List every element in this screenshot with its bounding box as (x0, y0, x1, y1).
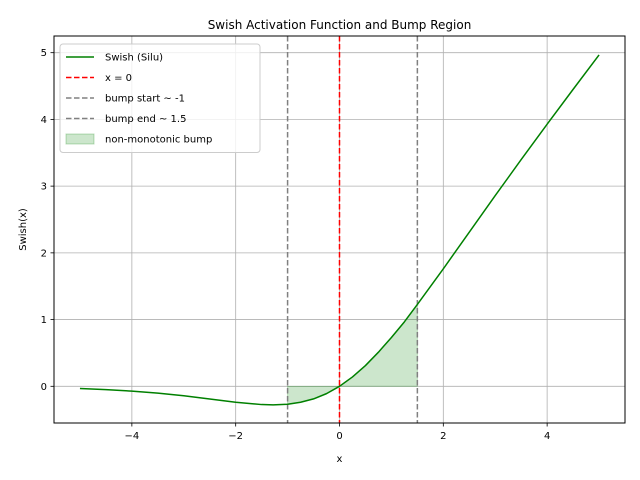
chart-title: Swish Activation Function and Bump Regio… (208, 18, 472, 32)
legend-label-3: bump end ~ 1.5 (105, 114, 186, 125)
y-tick-label-4: 4 (41, 115, 47, 126)
legend: Swish (Silu) x = 0 bump start ~ -1 bump end… (59, 43, 261, 153)
x-tick-label-4: 4 (544, 431, 550, 442)
legend-box (59, 43, 261, 153)
x-tick-label-3: 2 (440, 431, 446, 442)
y-tick-label-2: 2 (41, 248, 47, 259)
legend-swatch-4 (65, 133, 95, 145)
series-line-0 (79, 54, 600, 406)
x-tick-label-1: −2 (228, 431, 243, 442)
y-tick-label-3: 3 (41, 182, 47, 193)
x-tick-label-2: 0 (336, 431, 342, 442)
series-layer (79, 54, 600, 406)
legend-label-1: x = 0 (105, 73, 132, 84)
vline-layer (286, 36, 419, 423)
y-axis-label: Swish(x) (18, 208, 29, 251)
legend-label-0: Swish (Silu) (105, 53, 163, 64)
y-tick-label-0: 0 (41, 382, 47, 393)
x-tick-label-0: −4 (124, 431, 139, 442)
y-tick-label-1: 1 (41, 315, 47, 326)
x-axis-label: x (337, 454, 343, 465)
y-tick-label-5: 5 (41, 48, 47, 59)
ticks: −4 −2 0 2 4 0 1 2 3 4 5 (41, 48, 551, 442)
legend-label-4: non-monotonic bump (105, 135, 212, 146)
legend-label-2: bump start ~ -1 (105, 94, 185, 105)
